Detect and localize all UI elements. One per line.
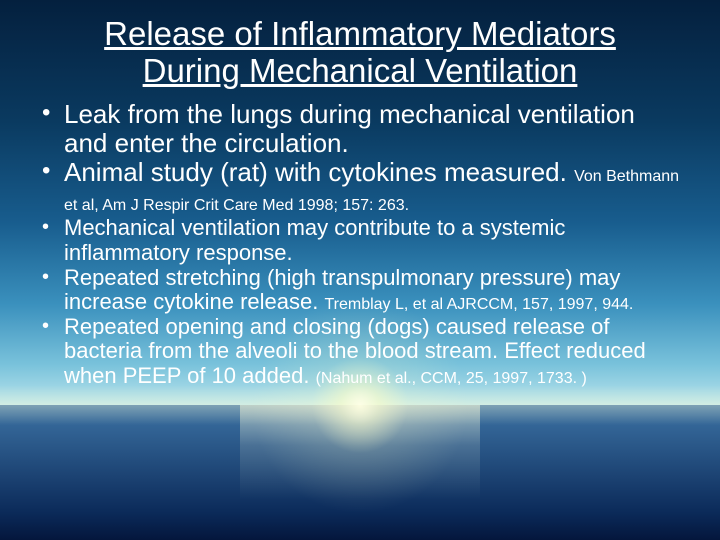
slide-title-line1: Release of Inflammatory Mediators (104, 15, 616, 52)
bullet-item: Repeated opening and closing (dogs) caus… (36, 315, 684, 389)
bullet-item: Repeated stretching (high transpulmonary… (36, 266, 684, 315)
bullet-item: Animal study (rat) with cytokines measur… (36, 158, 684, 216)
bullet-list: Leak from the lungs during mechanical ve… (36, 100, 684, 389)
bullet-citation: (Nahum et al., CCM, 25, 1997, 1733. ) (316, 370, 587, 387)
background-sea-reflection (240, 405, 480, 540)
bullet-text: Leak from the lungs during mechanical ve… (64, 99, 635, 158)
bullet-item: Leak from the lungs during mechanical ve… (36, 100, 684, 158)
bullet-item: Mechanical ventilation may contribute to… (36, 216, 684, 265)
bullet-citation: Tremblay L, et al AJRCCM, 157, 1997, 944… (324, 296, 633, 313)
slide: Release of Inflammatory Mediators During… (0, 0, 720, 540)
slide-title: Release of Inflammatory Mediators During… (36, 16, 684, 90)
slide-title-line2: During Mechanical Ventilation (143, 52, 578, 89)
slide-content: Release of Inflammatory Mediators During… (36, 16, 684, 389)
bullet-text: Mechanical ventilation may contribute to… (64, 215, 565, 265)
bullet-text: Animal study (rat) with cytokines measur… (64, 157, 574, 187)
